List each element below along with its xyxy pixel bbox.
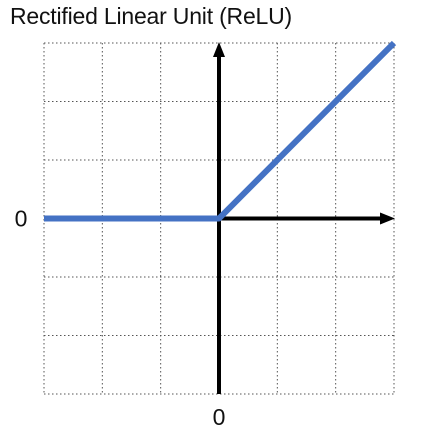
series [43, 40, 397, 222]
tick-labels: 00 [15, 206, 226, 431]
y-tick-label: 0 [15, 206, 28, 232]
x-axis-arrowhead [380, 212, 395, 225]
x-tick-label: 0 [213, 404, 226, 430]
axes [213, 42, 395, 394]
chart-title: Rectified Linear Unit (ReLU) [10, 3, 293, 29]
y-axis-arrowhead [213, 42, 225, 57]
